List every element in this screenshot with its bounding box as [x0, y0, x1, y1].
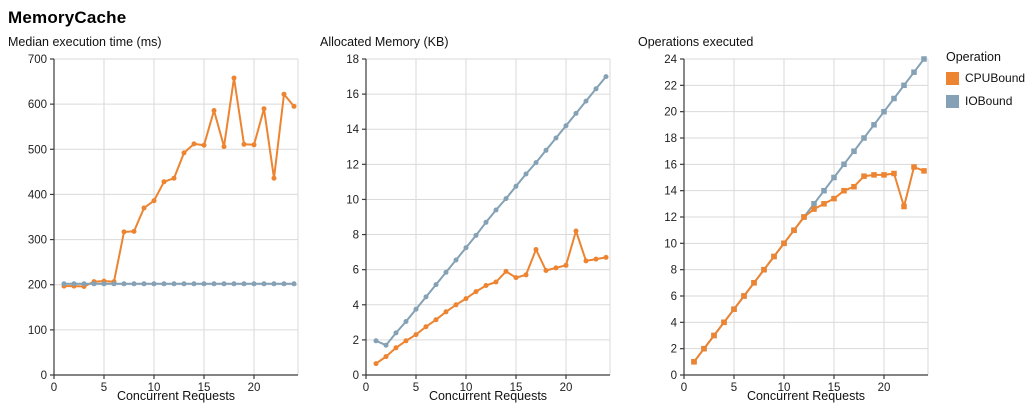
svg-text:24: 24 [664, 54, 677, 66]
svg-text:0: 0 [41, 370, 47, 382]
svg-text:15: 15 [510, 382, 523, 391]
svg-text:0: 0 [353, 370, 359, 382]
svg-text:100: 100 [28, 325, 47, 337]
svg-text:20: 20 [560, 382, 573, 391]
svg-text:15: 15 [198, 382, 211, 391]
svg-text:6: 6 [353, 265, 359, 277]
chart-canvas-median-execution-time: 0 100 200 300 400 500 600 700 0 5 10 15 20 [28, 54, 299, 391]
svg-text:4: 4 [671, 317, 678, 329]
svg-text:8: 8 [353, 230, 359, 242]
chart-median-execution-time: Median execution time (ms) 0 100 200 300 400… [8, 34, 320, 403]
svg-text:10: 10 [664, 238, 677, 250]
chart-page: MemoryCache Median execution time (ms) 0… [8, 8, 1027, 403]
svg-text:18: 18 [664, 133, 677, 145]
svg-text:10: 10 [460, 382, 473, 391]
x-axis-label: Concurrent Requests [746, 389, 866, 403]
svg-text:15: 15 [828, 382, 841, 391]
svg-text:5: 5 [101, 382, 107, 391]
chart-title: Median execution time (ms) [8, 35, 162, 49]
svg-text:0: 0 [51, 382, 57, 391]
svg-text:12: 12 [346, 159, 359, 171]
svg-text:18: 18 [346, 54, 359, 66]
svg-text:20: 20 [878, 382, 891, 391]
svg-text:500: 500 [28, 144, 47, 156]
svg-text:700: 700 [28, 54, 47, 66]
chart-title: Operations executed [638, 35, 754, 49]
svg-text:400: 400 [28, 189, 47, 201]
svg-text:0: 0 [671, 370, 677, 382]
svg-text:10: 10 [148, 382, 161, 391]
chart-title: Allocated Memory (KB) [320, 35, 449, 49]
svg-text:2: 2 [671, 344, 677, 356]
svg-text:14: 14 [346, 124, 359, 136]
x-axis-label: Concurrent Requests [116, 389, 236, 403]
legend-item-label: CPUBound [965, 71, 1026, 85]
svg-text:600: 600 [28, 99, 47, 111]
svg-text:5: 5 [731, 382, 737, 391]
chart-operations-executed: Operations executed 0 2 4 6 8 10 12 14 16 18 20 22 2… [638, 34, 938, 403]
svg-text:0: 0 [363, 382, 369, 391]
legend-item-iobound: IOBound [946, 94, 1025, 108]
svg-text:300: 300 [28, 235, 47, 247]
svg-text:0: 0 [681, 382, 687, 391]
svg-text:4: 4 [353, 300, 360, 312]
legend-title: Operation [946, 50, 1001, 64]
svg-text:10: 10 [778, 382, 791, 391]
chart-allocated-memory: Allocated Memory (KB) 0 2 4 6 8 10 12 14 16 18 0 5 1… [320, 34, 638, 403]
cpubound-color-swatch [946, 71, 959, 85]
svg-text:20: 20 [664, 107, 677, 119]
svg-text:14: 14 [664, 186, 677, 198]
iobound-color-swatch [946, 94, 959, 108]
svg-text:2: 2 [353, 335, 359, 347]
svg-text:8: 8 [671, 265, 677, 277]
x-axis-label: Concurrent Requests [428, 389, 548, 403]
chart-canvas-allocated-memory: 0 2 4 6 8 10 12 14 16 18 0 5 10 15 20 [346, 54, 611, 391]
svg-text:200: 200 [28, 280, 47, 292]
charts-row: Median execution time (ms) 0 100 200 300 400… [8, 34, 1027, 403]
svg-text:10: 10 [346, 194, 359, 206]
legend-item-cpubound: CPUBound [946, 71, 1025, 85]
legend: Operation CPUBound IOBound [938, 34, 1025, 117]
page-title: MemoryCache [8, 8, 127, 27]
svg-text:16: 16 [346, 89, 359, 101]
svg-text:6: 6 [671, 291, 677, 303]
svg-text:5: 5 [413, 382, 419, 391]
legend-item-label: IOBound [965, 94, 1013, 108]
svg-text:12: 12 [664, 212, 677, 224]
svg-text:16: 16 [664, 159, 677, 171]
svg-text:20: 20 [248, 382, 261, 391]
svg-text:22: 22 [664, 80, 677, 92]
